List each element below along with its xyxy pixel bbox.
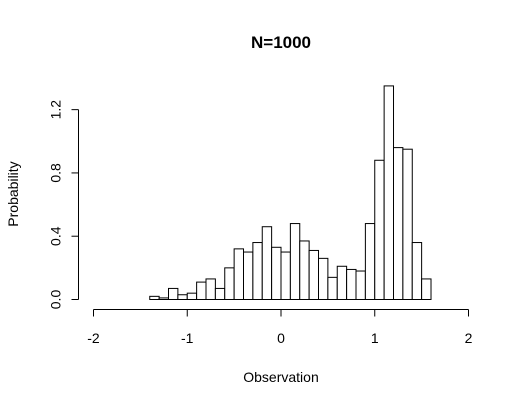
histogram-bar [196,281,207,301]
y-axis-label: Probability [5,161,21,226]
histogram-bar [214,287,226,300]
histogram-bar [224,267,235,300]
x-axis-label: Observation [243,369,318,385]
x-tick-label: -2 [87,330,100,346]
histogram-bar [149,295,160,300]
histogram-bar [364,223,376,300]
histogram-bar [233,248,245,300]
histogram-bar [411,242,423,300]
histogram-bar [280,251,291,300]
histogram-bar [158,297,170,301]
histogram-bar [299,240,310,301]
x-axis: -2 -1 0 1 2 [87,309,473,346]
histogram-bar [421,278,432,300]
chart-title: N=1000 [251,33,311,52]
histogram-bar [205,278,216,300]
y-tick-label: 0.4 [48,226,64,246]
x-tick-label: 0 [277,330,285,346]
y-tick-label: 0.8 [48,163,64,183]
histogram-bar [289,223,301,300]
histogram-bar [402,148,413,300]
histogram-bar [168,287,179,300]
histogram-bar [355,270,366,300]
y-tick-label: 1.2 [48,100,64,120]
histogram-bar [252,242,263,300]
histogram-bar [383,85,395,300]
histogram-bar [271,246,282,300]
histogram-bar [243,251,254,300]
histogram-bar [308,249,320,300]
histogram-bar [336,265,348,300]
histogram-bar [374,159,385,300]
bars-group [149,85,432,301]
y-tick-label: 0.0 [48,290,64,310]
histogram-bar [346,268,357,301]
x-tick-label: 1 [371,330,379,346]
histogram-bar [177,294,188,300]
histogram-bar [261,226,273,300]
histogram-bar [186,292,198,301]
histogram-bar [327,276,338,301]
x-tick-label: -1 [181,330,194,346]
x-tick-label: 2 [465,330,473,346]
y-axis: 0.0 0.4 0.8 1.2 [48,100,79,310]
histogram-bar [318,257,329,300]
histogram-bar [393,147,404,300]
